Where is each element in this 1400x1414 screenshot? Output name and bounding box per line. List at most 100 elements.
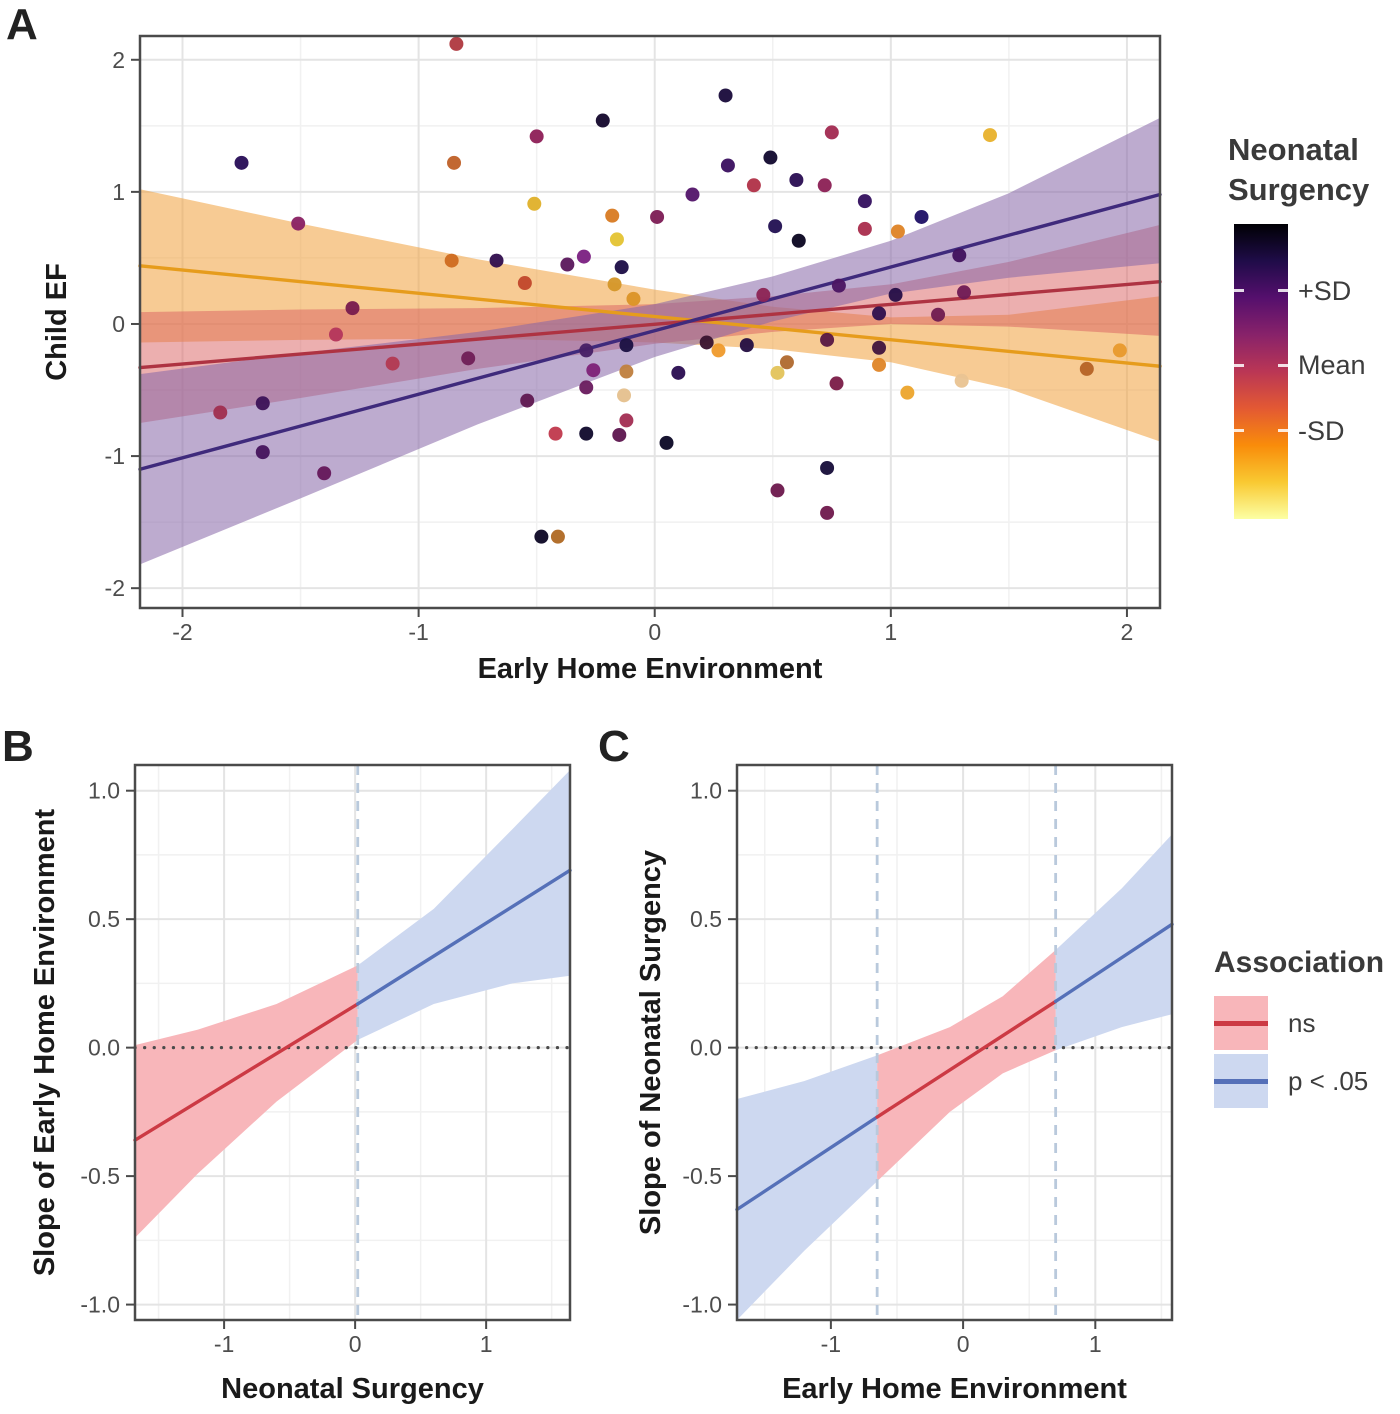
panel-b-border [133,763,572,1322]
data-point [857,194,872,209]
fit-line [1053,922,1174,1004]
data-point [779,355,794,370]
x-tick-label: -1 [821,1331,841,1357]
y-tick-label: 0 [112,311,125,337]
colorbar-tick [1278,363,1288,367]
ci-band-ns_ci [135,965,358,1238]
x-tick-label: 1 [480,1331,493,1357]
panel-a-border [138,34,1162,610]
data-point [614,260,629,275]
fit-line [138,192,1162,471]
data-point [579,380,594,395]
data-point [659,435,674,450]
colorbar-tick [1234,363,1244,367]
fit-line [138,280,1162,370]
data-point [461,351,476,366]
data-point [770,365,785,380]
data-point [527,196,542,211]
colorbar-tick [1234,429,1244,432]
panel-label-b: B [2,722,34,771]
data-point [685,187,700,202]
data-point [1079,361,1094,376]
association-legend-item: ns [1214,996,1400,1050]
data-point [576,249,591,264]
data-point [770,483,785,498]
data-point [609,232,624,247]
data-point [1112,343,1127,358]
x-tick-label: 0 [349,1331,362,1357]
x-tick-label: 0 [648,619,661,645]
legend-key-swatch [1214,996,1268,1050]
data-point [791,233,806,248]
y-tick-label: 0.0 [88,1035,120,1061]
y-tick-label: 1.0 [690,778,722,804]
ci-band-sig_ci_left [737,1055,878,1320]
data-point [619,364,634,379]
x-axis-title: Early Home Environment [478,653,823,685]
data-point [872,340,887,355]
data-point [957,285,972,300]
neonatal-surgency-colorbar-ticks [1234,224,1288,519]
data-point [831,278,846,293]
data-point [890,224,905,239]
x-tick-label: -1 [408,619,428,645]
neonatal-surgency-colorbar [1234,224,1288,519]
colorbar-label-sd: +SD [1298,275,1352,306]
y-tick-label: -2 [105,575,125,601]
data-point [824,125,839,140]
data-point [746,178,761,193]
data-point [255,396,270,411]
colorbar-tick [1278,289,1288,293]
y-axis-title: Slope of Early Home Environment [29,809,61,1277]
colorbar-label-sd: -SD [1298,415,1345,446]
data-point [718,88,733,103]
data-point [612,427,627,442]
data-point [820,332,835,347]
x-tick-label: 1 [1089,1331,1102,1357]
data-point [489,253,504,268]
data-point [983,128,997,143]
data-point [954,373,969,388]
colorbar-tick [1234,289,1244,293]
legend-item-label: ns [1288,1007,1316,1038]
x-tick-label: 1 [884,619,897,645]
fit-line [133,1002,360,1142]
panel-a: -2 -1 0 1 2 2 1 0 -1 -2 Early Home Environment Chil… [41,34,1162,685]
data-point [345,301,360,316]
y-tick-label: -0.5 [682,1163,722,1189]
data-point [872,357,887,372]
y-tick-label: 0.0 [690,1035,722,1061]
data-point [534,529,549,544]
association-legend: Association ns p < .05 [1214,946,1400,1112]
data-point [711,343,726,358]
data-point [739,338,754,353]
x-tick-label: -2 [172,619,192,645]
y-tick-label: 2 [112,47,125,73]
data-point [952,248,967,263]
panel-c-border [735,763,1174,1322]
y-tick-label: -0.5 [80,1163,120,1189]
data-point [820,505,835,520]
data-point [213,405,228,420]
legend-key-line [1214,1079,1268,1084]
fit-line [356,868,572,1006]
data-point [857,221,872,236]
panel-label-a: A [6,0,38,49]
data-point [579,343,594,358]
data-point [763,150,778,165]
data-point [671,365,686,380]
data-point [872,306,887,321]
data-point [900,385,915,400]
data-point [605,208,620,223]
data-point [617,388,632,403]
ci-band-sig_ci_right [1055,834,1172,1051]
association-legend-title: Association [1214,946,1385,979]
data-point [520,393,535,408]
ci-band-+SD_ci [140,117,1160,565]
data-point [619,413,634,428]
data-point [626,291,641,306]
y-tick-label: 0.5 [690,906,722,932]
data-point [829,376,844,391]
data-point [385,356,400,371]
